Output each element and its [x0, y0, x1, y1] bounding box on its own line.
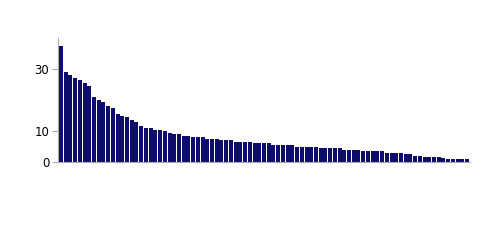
Bar: [385, 153, 389, 162]
Bar: [243, 142, 247, 162]
Bar: [106, 106, 110, 162]
Bar: [73, 79, 77, 162]
Bar: [96, 100, 101, 162]
Bar: [276, 145, 280, 162]
Bar: [87, 86, 91, 162]
Bar: [465, 159, 469, 162]
Bar: [210, 139, 214, 162]
Bar: [271, 145, 276, 162]
Bar: [125, 117, 129, 162]
Bar: [295, 146, 299, 162]
Bar: [224, 140, 228, 162]
Bar: [239, 142, 242, 162]
Bar: [134, 122, 139, 162]
Bar: [399, 153, 403, 162]
Bar: [219, 140, 224, 162]
Bar: [78, 80, 82, 162]
Bar: [92, 97, 96, 162]
Bar: [357, 150, 360, 162]
Bar: [389, 153, 394, 162]
Bar: [404, 154, 408, 162]
Bar: [267, 144, 271, 162]
Bar: [304, 146, 309, 162]
Bar: [68, 75, 72, 162]
Bar: [116, 114, 120, 162]
Bar: [281, 145, 285, 162]
Bar: [257, 144, 261, 162]
Bar: [375, 151, 379, 162]
Bar: [101, 102, 106, 162]
Bar: [347, 150, 351, 162]
Bar: [432, 157, 436, 162]
Bar: [215, 139, 219, 162]
Bar: [196, 137, 200, 162]
Bar: [177, 134, 181, 162]
Bar: [427, 157, 432, 162]
Bar: [234, 142, 238, 162]
Bar: [456, 159, 460, 162]
Bar: [186, 136, 191, 162]
Bar: [83, 83, 86, 162]
Bar: [59, 46, 63, 162]
Bar: [300, 146, 304, 162]
Bar: [158, 130, 162, 162]
Bar: [460, 159, 464, 162]
Bar: [111, 108, 115, 162]
Bar: [309, 146, 313, 162]
Bar: [172, 134, 176, 162]
Bar: [64, 72, 68, 162]
Bar: [130, 120, 134, 162]
Bar: [328, 148, 332, 162]
Bar: [201, 137, 204, 162]
Bar: [394, 153, 398, 162]
Bar: [290, 145, 294, 162]
Bar: [418, 156, 422, 162]
Bar: [337, 148, 342, 162]
Bar: [333, 148, 337, 162]
Bar: [252, 144, 257, 162]
Bar: [442, 158, 445, 162]
Bar: [286, 145, 289, 162]
Bar: [182, 136, 186, 162]
Bar: [451, 159, 455, 162]
Bar: [371, 151, 374, 162]
Bar: [163, 131, 167, 162]
Bar: [191, 137, 195, 162]
Bar: [229, 140, 233, 162]
Bar: [319, 148, 323, 162]
Bar: [314, 146, 318, 162]
Bar: [324, 148, 327, 162]
Bar: [120, 116, 124, 162]
Bar: [139, 126, 143, 162]
Bar: [408, 154, 412, 162]
Bar: [342, 150, 346, 162]
Bar: [205, 139, 209, 162]
Bar: [168, 133, 171, 162]
Bar: [413, 156, 417, 162]
Bar: [366, 151, 370, 162]
Bar: [248, 142, 252, 162]
Bar: [380, 151, 384, 162]
Bar: [149, 128, 153, 162]
Bar: [437, 157, 441, 162]
Bar: [352, 150, 356, 162]
Bar: [144, 128, 148, 162]
Bar: [422, 157, 427, 162]
Bar: [361, 151, 365, 162]
Bar: [446, 159, 450, 162]
Bar: [262, 144, 266, 162]
Bar: [154, 130, 157, 162]
